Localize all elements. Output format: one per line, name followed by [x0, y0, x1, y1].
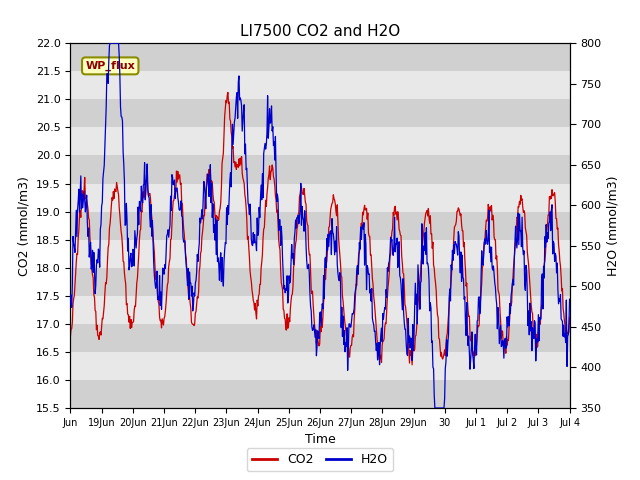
- Bar: [70, 380, 570, 408]
- H2O: [67, 301, 74, 307]
- Y-axis label: CO2 (mmol/m3): CO2 (mmol/m3): [17, 176, 30, 276]
- H2O: [566, 296, 573, 302]
- H2O: [400, 311, 408, 316]
- CO2: [566, 314, 573, 320]
- CO2: [217, 200, 225, 205]
- Bar: [70, 99, 570, 127]
- H2O: [431, 405, 438, 411]
- Bar: [70, 268, 570, 296]
- H2O: [106, 40, 114, 46]
- Y-axis label: H2O (mmol/m3): H2O (mmol/m3): [607, 175, 620, 276]
- Bar: [70, 324, 570, 352]
- CO2: [224, 90, 232, 96]
- Bar: [70, 212, 570, 240]
- CO2: [261, 210, 269, 216]
- Bar: [70, 296, 570, 324]
- H2O: [243, 167, 250, 172]
- H2O: [372, 339, 380, 345]
- Line: CO2: CO2: [70, 93, 570, 365]
- H2O: [261, 141, 269, 146]
- Text: WP_flux: WP_flux: [85, 61, 135, 71]
- CO2: [243, 204, 250, 210]
- Bar: [70, 43, 570, 71]
- Bar: [70, 183, 570, 212]
- Legend: CO2, H2O: CO2, H2O: [247, 448, 393, 471]
- Bar: [70, 352, 570, 380]
- Bar: [70, 156, 570, 183]
- Bar: [70, 127, 570, 156]
- Bar: [70, 71, 570, 99]
- CO2: [408, 362, 416, 368]
- X-axis label: Time: Time: [305, 433, 335, 446]
- Line: H2O: H2O: [70, 43, 570, 408]
- Title: LI7500 CO2 and H2O: LI7500 CO2 and H2O: [240, 24, 400, 39]
- CO2: [372, 316, 380, 322]
- CO2: [125, 319, 133, 325]
- Bar: [70, 240, 570, 268]
- CO2: [400, 271, 408, 276]
- CO2: [67, 334, 74, 339]
- H2O: [126, 263, 134, 269]
- H2O: [218, 279, 225, 285]
